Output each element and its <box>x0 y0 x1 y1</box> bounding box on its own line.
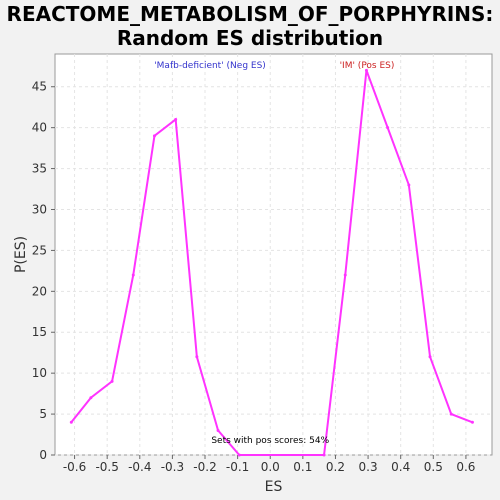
x-tick-label: 0.0 <box>261 460 280 474</box>
chart-title-line2: Random ES distribution <box>116 26 384 50</box>
legend-pos-label: 'IM' (Pos ES) <box>340 61 395 71</box>
x-tick-label: -0.2 <box>193 460 216 474</box>
y-tick-label: 45 <box>32 80 47 94</box>
grid <box>55 54 492 456</box>
chart-title: REACTOME_METABOLISM_OF_PORPHYRINS: Rando… <box>0 2 500 50</box>
x-tick-label: 0.2 <box>326 460 345 474</box>
data-point <box>174 117 178 121</box>
x-tick-label: -0.6 <box>63 460 86 474</box>
y-tick-label: 0 <box>39 448 47 462</box>
data-point <box>110 379 114 383</box>
data-point <box>237 453 241 457</box>
x-tick-label: -0.4 <box>128 460 151 474</box>
plot-area <box>54 53 493 456</box>
x-tick-label: -0.3 <box>161 460 184 474</box>
y-tick-label: 10 <box>32 366 47 380</box>
data-point <box>152 134 156 138</box>
y-tick-label: 40 <box>32 121 47 135</box>
data-point <box>386 126 390 130</box>
chart-title-line1: REACTOME_METABOLISM_OF_PORPHYRINS: <box>6 2 494 26</box>
data-point <box>364 68 368 72</box>
x-tick-label: -0.1 <box>226 460 249 474</box>
y-tick-label: 20 <box>32 284 47 298</box>
data-point <box>89 396 93 400</box>
y-tick-label: 30 <box>32 202 47 216</box>
series-group <box>69 68 474 457</box>
data-point <box>470 420 474 424</box>
data-point <box>407 183 411 187</box>
data-point <box>449 412 453 416</box>
y-tick-label: 35 <box>32 162 47 176</box>
data-point <box>343 273 347 277</box>
x-tick-label: 0.5 <box>424 460 443 474</box>
x-tick-label: -0.5 <box>95 460 118 474</box>
x-tick-label: 0.1 <box>293 460 312 474</box>
x-tick-label: 0.4 <box>391 460 410 474</box>
y-axis-label: P(ES) <box>13 236 29 273</box>
data-point <box>322 453 326 457</box>
data-point <box>195 355 199 359</box>
data-point <box>131 273 135 277</box>
x-axis-label: ES <box>265 479 283 495</box>
y-tick-label: 5 <box>39 407 47 421</box>
x-tick-label: 0.6 <box>456 460 475 474</box>
data-point <box>216 428 220 432</box>
data-point <box>428 355 432 359</box>
axes: -0.6 -0.5 -0.4 -0.3 -0.2 -0.1 0.0 0.1 0.2 0.3 0.4 0… <box>32 80 476 474</box>
legend-neg-label: 'Mafb-deficient' (Neg ES) <box>154 61 266 71</box>
pos-score-annotation: Sets with pos scores: 54% <box>211 436 329 446</box>
data-point <box>69 420 73 424</box>
x-tick-label: 0.3 <box>359 460 378 474</box>
y-tick-label: 15 <box>32 325 47 339</box>
y-tick-label: 25 <box>32 243 47 257</box>
